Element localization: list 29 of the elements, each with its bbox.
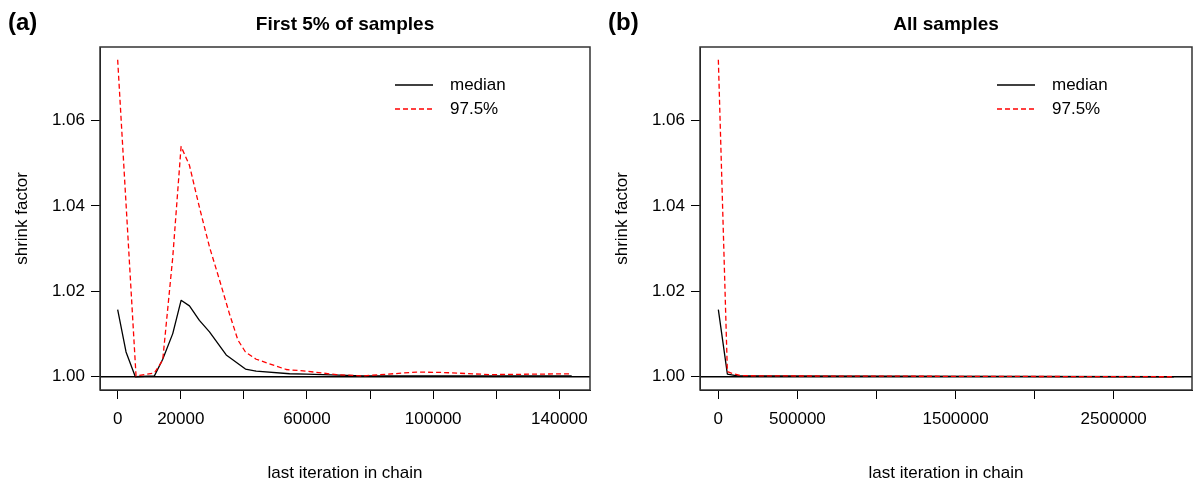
legend-label: 97.5%: [1052, 98, 1101, 118]
legend-label: median: [1052, 74, 1108, 94]
text: (a): [8, 8, 38, 35]
x-tick-label: 500000: [769, 408, 826, 428]
y-tick-label: 1.04: [51, 195, 85, 215]
text: (b): [608, 8, 639, 35]
chart-title: All samples: [893, 13, 999, 34]
y-tick-label: 1.02: [651, 281, 685, 301]
y-tick-label: 1.04: [651, 195, 685, 215]
chart-title: First 5% of samples: [255, 13, 435, 34]
x-tick-label: 20000: [157, 408, 205, 428]
x-tick-label: 2500000: [1080, 408, 1147, 428]
y-tick-label: 1.00: [651, 366, 685, 386]
y-tick-label: 1.06: [51, 110, 85, 130]
y-axis-title: shrink factor: [612, 171, 631, 265]
x-tick-label: 140000: [531, 408, 588, 428]
x-axis-title: last iteration in chain: [868, 463, 1024, 482]
x-tick-label: 100000: [404, 408, 462, 428]
y-tick-label: 1.00: [51, 366, 85, 386]
legend-label: 97.5%: [450, 98, 499, 118]
x-axis-title: last iteration in chain: [267, 463, 423, 482]
y-axis-title: shrink factor: [12, 171, 31, 265]
x-tick-label: 0: [112, 408, 123, 428]
y-tick-label: 1.02: [51, 281, 85, 301]
y-tick-label: 1.06: [651, 110, 685, 130]
x-tick-label: 1500000: [922, 408, 989, 428]
legend-label: median: [450, 74, 506, 94]
x-tick-label: 60000: [283, 408, 331, 428]
x-tick-label: 0: [713, 408, 724, 428]
